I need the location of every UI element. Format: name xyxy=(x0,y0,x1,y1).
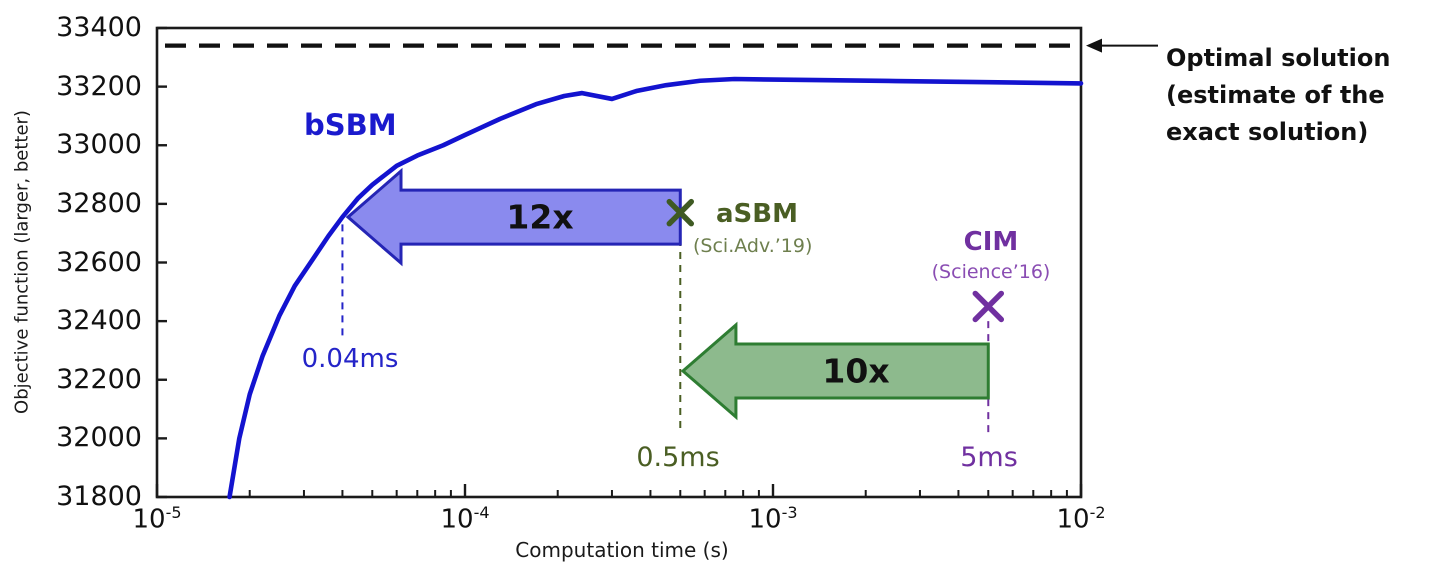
time-label-004ms: 0.04ms xyxy=(301,344,399,374)
optimal-line-2: (estimate of the xyxy=(1166,81,1385,109)
y-tick-label: 33200 xyxy=(56,70,142,102)
y-tick-label: 32000 xyxy=(56,422,142,454)
speedup-arrow-12x xyxy=(345,167,682,267)
speedup-label-10x: 10x xyxy=(822,351,890,391)
optimal-pointer-arrowhead xyxy=(1086,38,1102,53)
y-tick-label: 32800 xyxy=(56,187,142,219)
speedup-label-12x: 12x xyxy=(506,197,574,237)
marker-sublabel-cim: (Science’16) xyxy=(931,261,1051,283)
y-tick-label: 32200 xyxy=(56,363,142,395)
time-label-5ms: 5ms xyxy=(960,442,1018,473)
x-tick-label: 10-5 xyxy=(132,503,182,535)
optimal-solution-annotation: Optimal solution (estimate of the exact … xyxy=(1166,40,1390,151)
y-tick-label: 33000 xyxy=(56,129,142,161)
x-axis-title: Computation time (s) xyxy=(515,538,729,562)
optimal-line-1: Optimal solution xyxy=(1166,44,1391,72)
y-tick-label: 32600 xyxy=(56,246,142,278)
data-point-marker-CIM xyxy=(972,290,1005,323)
series-curve-bSBM xyxy=(227,76,1084,500)
y-tick-label: 31800 xyxy=(56,481,142,512)
marker-label-cim: CIM xyxy=(963,227,1019,257)
speedup-arrow-10x xyxy=(680,321,990,421)
x-tick-label: 10-4 xyxy=(440,503,490,535)
y-tick-label: 33400 xyxy=(56,12,142,43)
marker-label-asbm: aSBM xyxy=(716,199,798,229)
x-tick-label: 10-2 xyxy=(1056,503,1106,535)
x-tick-label: 10-3 xyxy=(748,503,798,535)
y-tick-label: 32400 xyxy=(56,305,142,337)
time-label-05ms: 0.5ms xyxy=(636,442,720,473)
series-label-bsbm: bSBM xyxy=(304,108,397,142)
marker-sublabel-asbm: (Sci.Adv.’19) xyxy=(693,235,813,257)
optimal-line-3: exact solution) xyxy=(1166,118,1369,146)
data-point-marker-aSBM xyxy=(666,198,695,227)
